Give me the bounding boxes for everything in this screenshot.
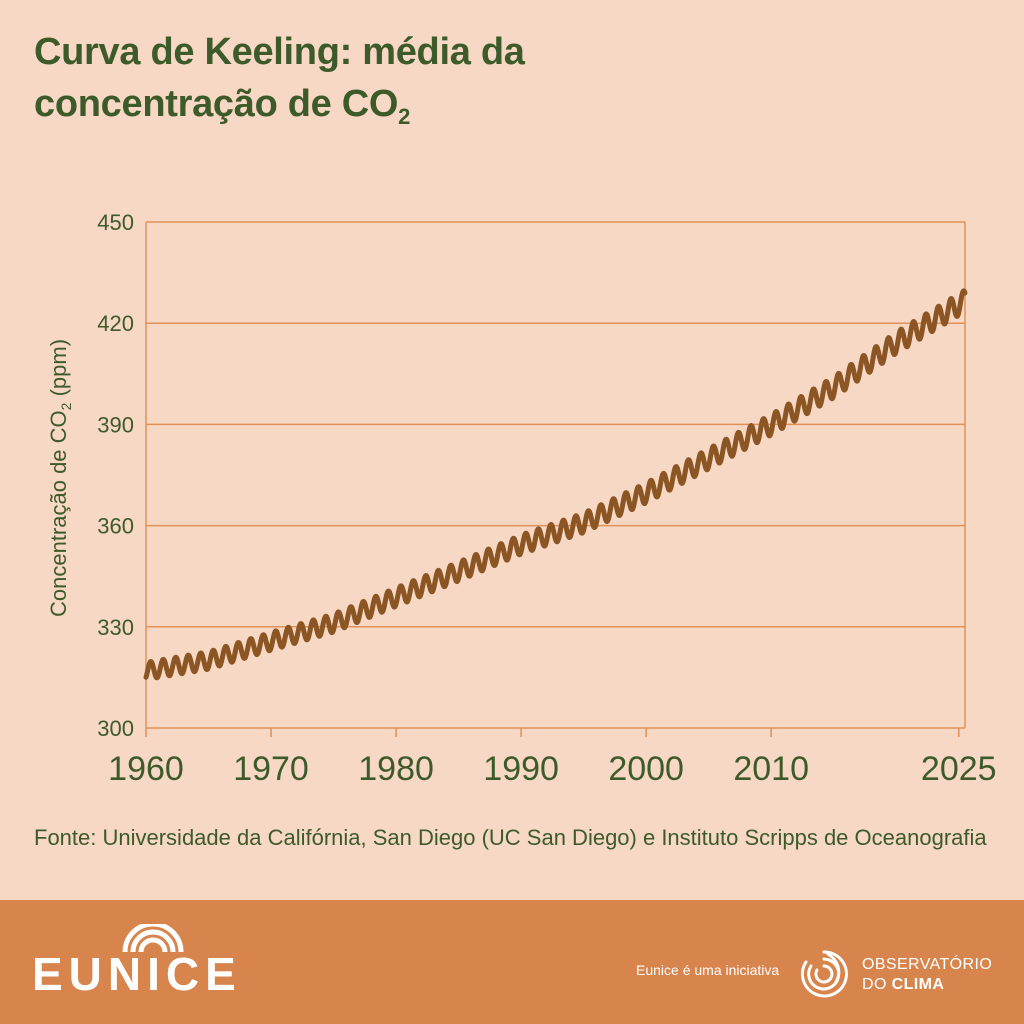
source-note: Fonte: Universidade da Califórnia, San D… (34, 825, 987, 850)
y-axis-label-unit: (ppm) (45, 338, 71, 403)
observatorio-name: OBSERVATÓRIO DO CLIMA (862, 955, 992, 995)
initiative-text: Eunice é uma iniciativa (636, 962, 780, 978)
y-tick-label-360: 360 (97, 514, 134, 539)
x-tick-label-2000: 2000 (608, 750, 684, 788)
org-line-2b: CLIMA (891, 976, 945, 993)
y-axis-label: Concentração de CO2 (ppm) (46, 339, 74, 617)
keeling-curve-chart: 300 330 360 390 420 450 1960 1970 1980 1990 2000 20… (97, 210, 997, 788)
eunice-logo: EUNICE (32, 924, 242, 996)
y-tick-label-450: 450 (97, 210, 134, 235)
x-tick-label-2025: 2025 (921, 750, 997, 788)
x-tick-label-1990: 1990 (483, 750, 559, 788)
y-tick-label-300: 300 (97, 716, 134, 741)
y-tick-label-390: 390 (97, 412, 134, 437)
org-line-1: OBSERVATÓRIO (862, 956, 993, 973)
y-tick-label-330: 330 (97, 615, 134, 640)
title-subscript: 2 (398, 104, 411, 129)
x-tick-label-1970: 1970 (233, 750, 309, 788)
observatorio-swirl-icon (800, 950, 848, 998)
x-tick-label-1980: 1980 (358, 750, 434, 788)
title-line-1: Curva de Keeling: média da (34, 31, 525, 73)
y-axis-label-sub: 2 (58, 402, 75, 411)
title-line-2: concentração de CO (34, 83, 399, 125)
y-axis-label-main: Concentração de CO (45, 410, 71, 618)
chart-title: Curva de Keeling: média da concentração … (34, 26, 525, 130)
y-tick-label-420: 420 (97, 311, 134, 336)
x-tick-label-1960: 1960 (108, 750, 184, 788)
series-line-co2 (143, 288, 968, 681)
svg-text:EUNICE: EUNICE (32, 948, 242, 996)
footer-bar: EUNICE Eunice é uma iniciativa OBSERVATÓ… (0, 900, 1024, 1024)
org-line-2a: DO (862, 976, 892, 993)
x-tick-label-2010: 2010 (733, 750, 809, 788)
